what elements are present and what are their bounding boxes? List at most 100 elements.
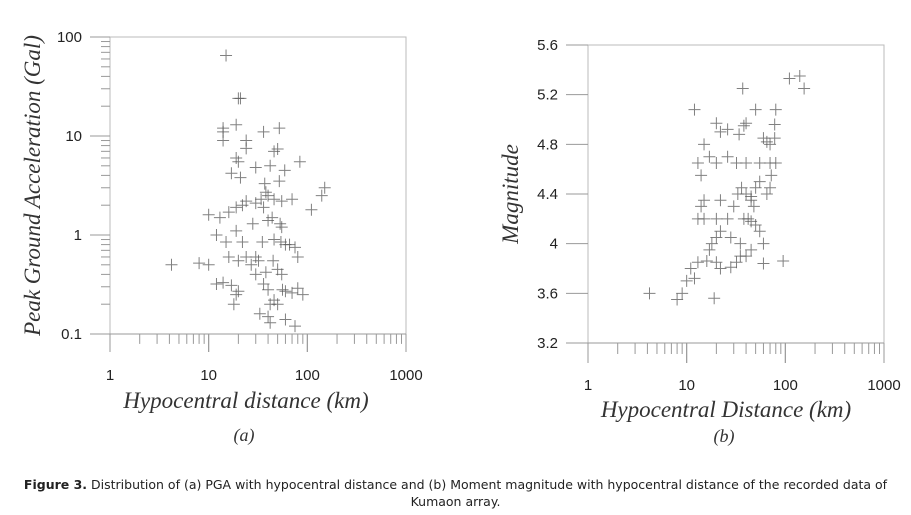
y-tick-label: 4.4 (537, 186, 558, 203)
data-point (275, 195, 288, 208)
data-point (220, 235, 233, 248)
data-point (757, 237, 770, 250)
data-point (293, 155, 306, 168)
data-point (643, 287, 656, 300)
data-point (703, 243, 716, 256)
data-point (258, 177, 271, 190)
x-tick-label: 1000 (867, 377, 900, 394)
data-point (764, 138, 777, 151)
y-tick-label: 3.2 (537, 335, 558, 352)
data-point (714, 262, 727, 275)
data-point (202, 258, 215, 271)
y-axis-title: Peak Ground Acceleration (Gal) (20, 35, 45, 337)
panel-label: (a) (234, 425, 255, 446)
data-point (275, 268, 288, 281)
data-point (232, 254, 245, 267)
data-point (276, 283, 289, 296)
caption-text: Distribution of (a) PGA with hypocentral… (87, 477, 888, 509)
data-point (268, 233, 281, 246)
data-point (222, 206, 235, 219)
data-point (705, 237, 718, 250)
data-point (700, 255, 713, 268)
data-point (262, 189, 275, 202)
data-point (710, 256, 723, 269)
data-point (695, 200, 708, 213)
data-point (769, 156, 782, 169)
data-point (230, 288, 243, 301)
data-point (279, 313, 292, 326)
data-point (289, 241, 302, 254)
data-point (698, 138, 711, 151)
data-point (768, 132, 781, 145)
data-point (749, 219, 762, 232)
data-point (222, 250, 235, 263)
caption-label: Figure 3. (23, 477, 88, 492)
data-point (296, 288, 309, 301)
data-point (236, 235, 249, 248)
x-tick-label: 10 (678, 377, 695, 394)
data-point (749, 103, 762, 116)
data-point (698, 194, 711, 207)
data-point (764, 181, 777, 194)
data-point (318, 181, 331, 194)
y-tick-label: 4.8 (537, 136, 558, 153)
data-point (753, 225, 766, 238)
data-point (749, 181, 762, 194)
data-point (210, 229, 223, 241)
data-point (710, 212, 723, 225)
data-point (714, 225, 727, 238)
x-tick-label: 1 (106, 367, 114, 384)
data-point (768, 118, 781, 131)
data-point (760, 135, 773, 148)
data-point (271, 298, 284, 311)
data-point (742, 212, 755, 225)
y-tick-label: 10 (65, 128, 82, 145)
data-point (753, 156, 766, 169)
data-point (305, 203, 318, 216)
y-tick-label: 0.1 (61, 326, 82, 343)
data-point (278, 164, 291, 177)
data-point (165, 258, 178, 271)
data-point (257, 201, 270, 214)
data-point (291, 282, 304, 295)
data-point (737, 119, 750, 132)
data-point (275, 221, 288, 234)
x-tick-label: 100 (773, 377, 798, 394)
data-point (714, 125, 727, 138)
data-point (256, 235, 269, 248)
data-point (745, 243, 758, 256)
data-point (291, 250, 304, 263)
data-point (315, 189, 328, 202)
data-point (230, 224, 243, 237)
data-point (230, 118, 243, 131)
data-point (691, 256, 704, 269)
data-point (753, 175, 766, 188)
data-point (289, 320, 302, 333)
data-point (684, 262, 697, 275)
figure-caption: Figure 3. Distribution of (a) PGA with h… (0, 476, 911, 510)
data-point (283, 238, 296, 251)
data-point (202, 208, 215, 221)
panel-label: (b) (714, 426, 735, 447)
data-point (210, 277, 223, 290)
data-point (735, 181, 748, 194)
data-point (234, 92, 247, 105)
data-point (710, 156, 723, 169)
data-point (230, 151, 243, 164)
data-point (286, 286, 299, 299)
data-point (225, 167, 238, 180)
y-axis-title: Magnitude (498, 144, 523, 245)
y-tick-label: 5.2 (537, 87, 558, 104)
data-point (724, 261, 737, 274)
data-point (257, 277, 270, 290)
x-axis-title: Hypocentral Distance (km) (600, 397, 851, 422)
data-point (249, 268, 262, 281)
y-tick-label: 100 (57, 29, 82, 46)
data-point (264, 316, 277, 329)
data-point (740, 188, 753, 200)
x-axis-title: Hypocentral distance (km) (122, 388, 368, 413)
data-point (691, 212, 704, 225)
data-point (273, 122, 286, 135)
data-point (721, 150, 734, 163)
data-point (688, 103, 701, 116)
